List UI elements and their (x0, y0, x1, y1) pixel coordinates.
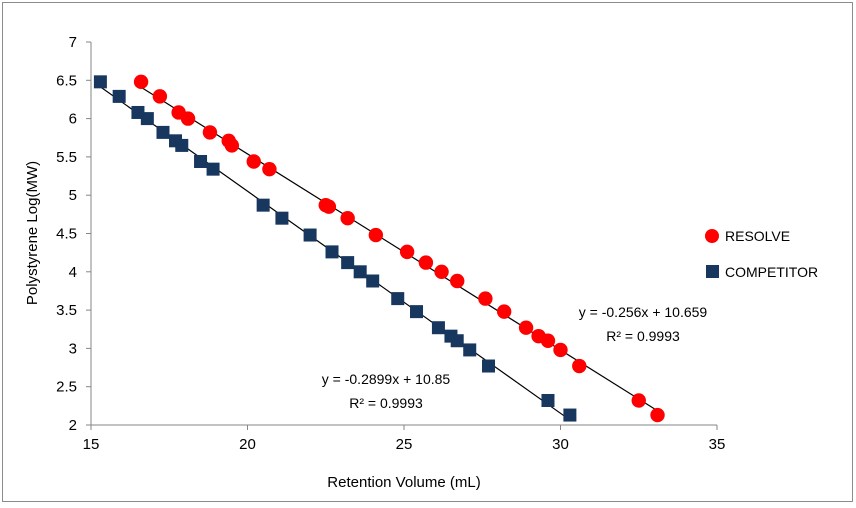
x-tick-label: 30 (552, 436, 569, 453)
y-tick-label: 6 (69, 111, 77, 128)
competitor-equation: y = -0.2899x + 10.85 (322, 371, 451, 387)
x-tick-label: 25 (396, 436, 413, 453)
resolve-point (368, 227, 384, 243)
y-tick-label: 4 (69, 264, 77, 281)
legend-resolve-marker (705, 229, 719, 243)
competitor-point (341, 256, 355, 270)
competitor-r2: R² = 0.9993 (349, 395, 423, 411)
competitor-point (450, 334, 464, 348)
legend-item-competitor: COMPETITOR (706, 264, 818, 280)
y-tick-label: 5.5 (56, 149, 77, 166)
resolve-point (496, 304, 512, 319)
y-tick-label: 5 (69, 187, 77, 204)
axes (86, 41, 718, 430)
legend-competitor-label: COMPETITOR (725, 264, 818, 280)
resolve-point (224, 138, 240, 153)
competitor-point (275, 211, 289, 225)
legend-resolve-label: RESOLVE (725, 228, 790, 244)
competitor-point (325, 245, 339, 259)
resolve-point (553, 342, 568, 358)
competitor-point (194, 154, 208, 168)
resolve-point (399, 244, 415, 260)
competitor-point (410, 305, 424, 319)
data-markers (93, 74, 665, 423)
competitor-point (563, 408, 577, 422)
competitor-point (431, 321, 445, 335)
competitor-point (482, 359, 496, 373)
y-tick-label: 3 (69, 340, 77, 357)
y-tick-label: 6.5 (56, 72, 77, 89)
competitor-point (175, 138, 189, 152)
scatter-chart: 15 20 25 30 35 2 2.5 3 3.5 4 4.5 5 5.5 6 6.5 7 Retentio… (24, 34, 818, 491)
competitor-point (206, 162, 220, 176)
x-tick-label: 15 (83, 436, 100, 453)
competitor-point (366, 274, 380, 288)
resolve-point (518, 320, 534, 335)
resolve-point (202, 125, 218, 140)
resolve-point (246, 154, 261, 169)
competitor-point (256, 198, 270, 212)
legend-competitor-marker (706, 265, 719, 278)
resolve-point (418, 255, 434, 270)
legend: RESOLVE COMPETITOR (705, 228, 818, 280)
y-axis-title: Polystyrene Log(MW) (24, 161, 41, 305)
resolve-point (631, 393, 646, 408)
y-tick-label: 2.5 (56, 379, 77, 396)
resolve-point (540, 333, 556, 348)
chart-frame: 15 20 25 30 35 2 2.5 3 3.5 4 4.5 5 5.5 6 6.5 7 Retentio… (2, 2, 853, 502)
competitor-point (303, 228, 317, 242)
y-tick-label: 4.5 (56, 226, 77, 243)
competitor-point (353, 265, 367, 279)
y-tick-label: 2 (69, 417, 77, 434)
resolve-point (450, 273, 465, 289)
resolve-point (434, 264, 449, 279)
resolve-point (650, 407, 665, 423)
y-tick-label: 7 (69, 34, 77, 51)
competitor-point (463, 343, 477, 357)
resolve-point (340, 210, 355, 226)
resolve-point (133, 74, 149, 90)
trendline-equations: y = -0.256x + 10.659 R² = 0.9993 y = -0.… (322, 304, 708, 411)
x-tick-label: 20 (239, 436, 256, 453)
competitor-point (156, 125, 170, 139)
resolve-equation: y = -0.256x + 10.659 (579, 304, 708, 320)
resolve-point (321, 199, 337, 214)
resolve-point (262, 161, 277, 177)
competitor-point (112, 89, 126, 103)
resolve-point (572, 358, 587, 374)
legend-item-resolve: RESOLVE (705, 228, 790, 244)
resolve-point (478, 291, 493, 306)
tick-labels: 15 20 25 30 35 2 2.5 3 3.5 4 4.5 5 5.5 6 6.5 7 (56, 34, 725, 453)
competitor-point (391, 292, 405, 306)
competitor-point (541, 393, 555, 407)
competitor-point (93, 75, 107, 89)
x-tick-label: 35 (709, 436, 726, 453)
y-tick-label: 3.5 (56, 302, 77, 319)
x-axis-title: Retention Volume (mL) (327, 474, 480, 491)
resolve-r2: R² = 0.9993 (606, 328, 680, 344)
resolve-point (180, 111, 196, 126)
resolve-point (152, 89, 168, 104)
competitor-point (140, 112, 154, 126)
